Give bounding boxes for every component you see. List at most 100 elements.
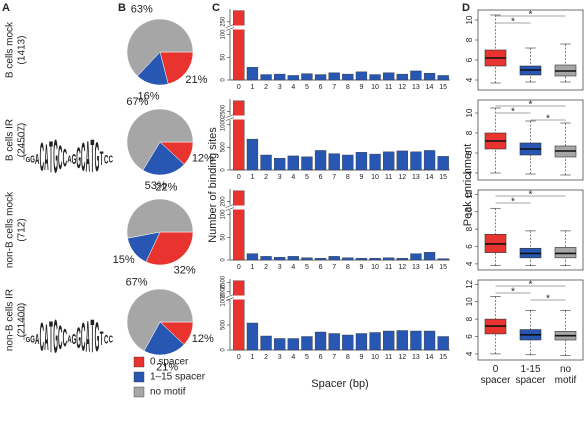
logo-letter: A <box>86 131 90 181</box>
logo-letter: C <box>40 136 44 181</box>
bar <box>274 257 286 261</box>
y-tick-label: 100 <box>221 29 227 40</box>
logo-letter: G <box>53 132 58 184</box>
x-tick-label: 1 <box>250 84 254 91</box>
legend-label: no motif <box>150 387 186 398</box>
bar <box>301 336 313 351</box>
bar <box>383 330 395 351</box>
significance-label: * <box>546 294 550 305</box>
pie-label: 15% <box>113 254 135 266</box>
bar <box>369 74 381 81</box>
logo-letter: G <box>30 334 35 345</box>
bar <box>287 338 299 351</box>
x-tick-label: 1-15 spacer <box>515 364 546 386</box>
y-tick-label: 2500 <box>221 275 227 289</box>
x-tick-label: 12 <box>398 264 406 271</box>
x-tick-label: 3 <box>278 264 282 271</box>
pie-label: 16% <box>138 90 160 102</box>
bar <box>301 156 313 171</box>
x-tick-label: 15 <box>439 354 447 361</box>
y-tick-label: 8 <box>465 316 474 321</box>
y-tick-label: 4 <box>465 77 474 82</box>
logo-letter: T <box>100 149 104 171</box>
bar <box>369 153 381 171</box>
x-tick-label: 6 <box>319 264 323 271</box>
x-tick-label: 15 <box>439 84 447 91</box>
bar <box>342 257 354 261</box>
pie-label: 22% <box>155 181 177 193</box>
y-tick-label: 1000 <box>221 293 227 307</box>
logo-letter: C <box>58 318 62 357</box>
x-tick-label: 8 <box>346 84 350 91</box>
x-tick-label: 2 <box>264 84 268 91</box>
x-tick-label: 0 <box>237 354 241 361</box>
x-tick-label: 3 <box>278 354 282 361</box>
bar <box>355 152 368 171</box>
pie-label: 21% <box>156 361 178 373</box>
bar <box>328 256 340 261</box>
legend-swatch <box>133 356 145 368</box>
bar <box>437 336 449 351</box>
bar <box>383 151 395 171</box>
x-tick-label: 11 <box>385 354 392 361</box>
x-tick-label: 14 <box>426 174 434 181</box>
x-tick-label: 5 <box>305 84 309 91</box>
bar <box>410 253 422 261</box>
y-tick-label: 1000 <box>221 117 227 131</box>
logo-letter: C <box>109 154 113 165</box>
bar <box>260 154 272 171</box>
y-tick-label: 2500 <box>221 104 227 118</box>
row-label: (24507) <box>17 123 28 157</box>
bar <box>396 150 408 171</box>
x-tick-label: 1 <box>250 174 254 181</box>
legend-label: 0 spacer <box>150 357 189 368</box>
x-tick-label: 12 <box>398 354 406 361</box>
x-tick-label: 10 <box>371 264 379 271</box>
x-tick-label: 7 <box>332 174 336 181</box>
bar <box>233 10 245 81</box>
x-tick-label: 2 <box>264 264 268 271</box>
logo-letter: T <box>49 311 53 361</box>
y-tick-label: 250 <box>221 16 227 27</box>
pie-label: 12% <box>192 333 214 345</box>
x-tick-label: 0 <box>237 264 241 271</box>
bar <box>314 257 327 261</box>
plot-frame <box>477 189 584 271</box>
x-tick-label: 4 <box>291 354 295 361</box>
bar <box>274 157 286 171</box>
pie-label: 67% <box>126 96 148 108</box>
x-tick-label: 13 <box>412 264 420 271</box>
bar <box>342 334 354 351</box>
logo-letter: C <box>40 316 44 361</box>
break-mark <box>225 294 235 298</box>
y-tick-label: 12 <box>465 279 474 288</box>
y-tick-label: 2000 <box>221 284 227 298</box>
bar <box>396 73 408 81</box>
logo-letter: C <box>104 153 108 167</box>
axis-break <box>226 25 246 30</box>
significance-label: * <box>546 114 550 125</box>
y-tick-label: 6 <box>465 150 474 155</box>
pie-label: 67% <box>126 276 148 288</box>
bar <box>233 280 245 351</box>
x-tick-label: 4 <box>291 84 295 91</box>
bar <box>423 72 436 81</box>
pie-slice <box>126 288 194 352</box>
x-tick-label: 9 <box>359 354 363 361</box>
bar <box>233 190 245 261</box>
x-tick-label: 11 <box>385 84 392 91</box>
y-tick-label: 4 <box>465 351 474 356</box>
x-tick-label: 1 <box>250 264 254 271</box>
bar <box>314 331 327 351</box>
row-label: non-B cells mock <box>5 191 16 268</box>
logo-letter: G <box>72 332 77 348</box>
logo-letter: G <box>26 336 31 344</box>
x-tick-label: 0 spacer <box>480 364 511 386</box>
logo-letter: G <box>30 154 35 165</box>
x-tick-label: 7 <box>332 354 336 361</box>
x-tick-label: 5 <box>305 354 309 361</box>
y-tick-label: 0 <box>221 348 227 352</box>
panel-label: B <box>118 2 126 14</box>
y-tick-label: 4 <box>465 170 474 175</box>
plot-frame <box>477 99 584 181</box>
